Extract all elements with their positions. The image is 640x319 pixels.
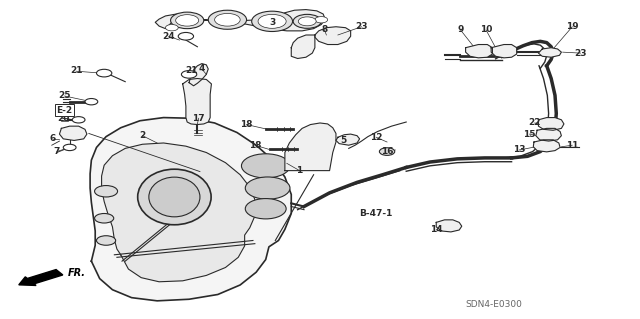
Text: 11: 11 (566, 141, 579, 150)
Polygon shape (538, 118, 564, 130)
Text: 21: 21 (70, 66, 83, 75)
Polygon shape (291, 35, 315, 58)
Text: 4: 4 (198, 64, 205, 73)
Text: 17: 17 (193, 114, 205, 123)
Polygon shape (536, 128, 561, 141)
Polygon shape (533, 140, 560, 152)
Text: B-47-1: B-47-1 (360, 209, 393, 218)
Text: 14: 14 (430, 225, 442, 234)
Circle shape (181, 70, 196, 78)
Circle shape (95, 186, 118, 197)
Circle shape (315, 17, 328, 23)
Text: 25: 25 (58, 92, 71, 100)
Circle shape (241, 154, 290, 178)
Circle shape (97, 236, 116, 245)
FancyArrow shape (19, 270, 63, 286)
Text: FR.: FR. (68, 268, 86, 278)
Text: 13: 13 (513, 145, 525, 154)
Polygon shape (189, 63, 208, 86)
Polygon shape (491, 45, 516, 58)
Text: 1: 1 (296, 166, 303, 175)
Text: 24: 24 (163, 32, 175, 41)
Polygon shape (436, 220, 462, 232)
Text: 18: 18 (248, 141, 261, 150)
Polygon shape (285, 123, 336, 171)
Circle shape (245, 177, 290, 199)
Polygon shape (182, 78, 211, 124)
Polygon shape (90, 118, 291, 301)
Circle shape (298, 17, 316, 26)
Polygon shape (538, 48, 561, 57)
Circle shape (85, 99, 98, 105)
Circle shape (72, 117, 85, 123)
Circle shape (95, 213, 114, 223)
Text: 7: 7 (54, 147, 60, 156)
Circle shape (214, 13, 240, 26)
Text: 19: 19 (566, 22, 579, 31)
Text: 2: 2 (140, 131, 145, 140)
Text: 22: 22 (529, 118, 541, 128)
Text: 6: 6 (50, 134, 56, 143)
Polygon shape (336, 134, 360, 145)
Polygon shape (60, 126, 87, 140)
Polygon shape (315, 27, 351, 45)
Circle shape (63, 144, 76, 151)
Polygon shape (466, 45, 492, 58)
Ellipse shape (138, 169, 211, 225)
Text: 12: 12 (370, 133, 383, 142)
Circle shape (171, 12, 204, 29)
Ellipse shape (149, 177, 200, 217)
Text: 15: 15 (524, 130, 536, 138)
Circle shape (178, 33, 193, 40)
Circle shape (166, 25, 178, 31)
Polygon shape (102, 143, 256, 282)
Circle shape (252, 11, 292, 32)
Circle shape (293, 14, 321, 28)
Text: 23: 23 (574, 48, 587, 58)
Circle shape (97, 69, 112, 77)
Circle shape (380, 148, 395, 155)
Circle shape (175, 15, 198, 26)
Text: 3: 3 (269, 18, 275, 27)
Text: 8: 8 (321, 26, 328, 34)
Circle shape (258, 14, 286, 28)
Text: 16: 16 (381, 147, 394, 156)
Text: 21: 21 (185, 66, 197, 75)
Text: 18: 18 (240, 120, 253, 129)
Text: 9: 9 (458, 26, 464, 34)
Circle shape (245, 198, 286, 219)
Polygon shape (156, 10, 325, 31)
Text: 23: 23 (355, 22, 368, 31)
Text: 5: 5 (340, 136, 346, 145)
Text: 10: 10 (480, 26, 492, 34)
Text: E-2: E-2 (56, 106, 72, 115)
Text: 20: 20 (57, 114, 70, 123)
Text: SDN4-E0300: SDN4-E0300 (466, 300, 522, 309)
Circle shape (208, 10, 246, 29)
